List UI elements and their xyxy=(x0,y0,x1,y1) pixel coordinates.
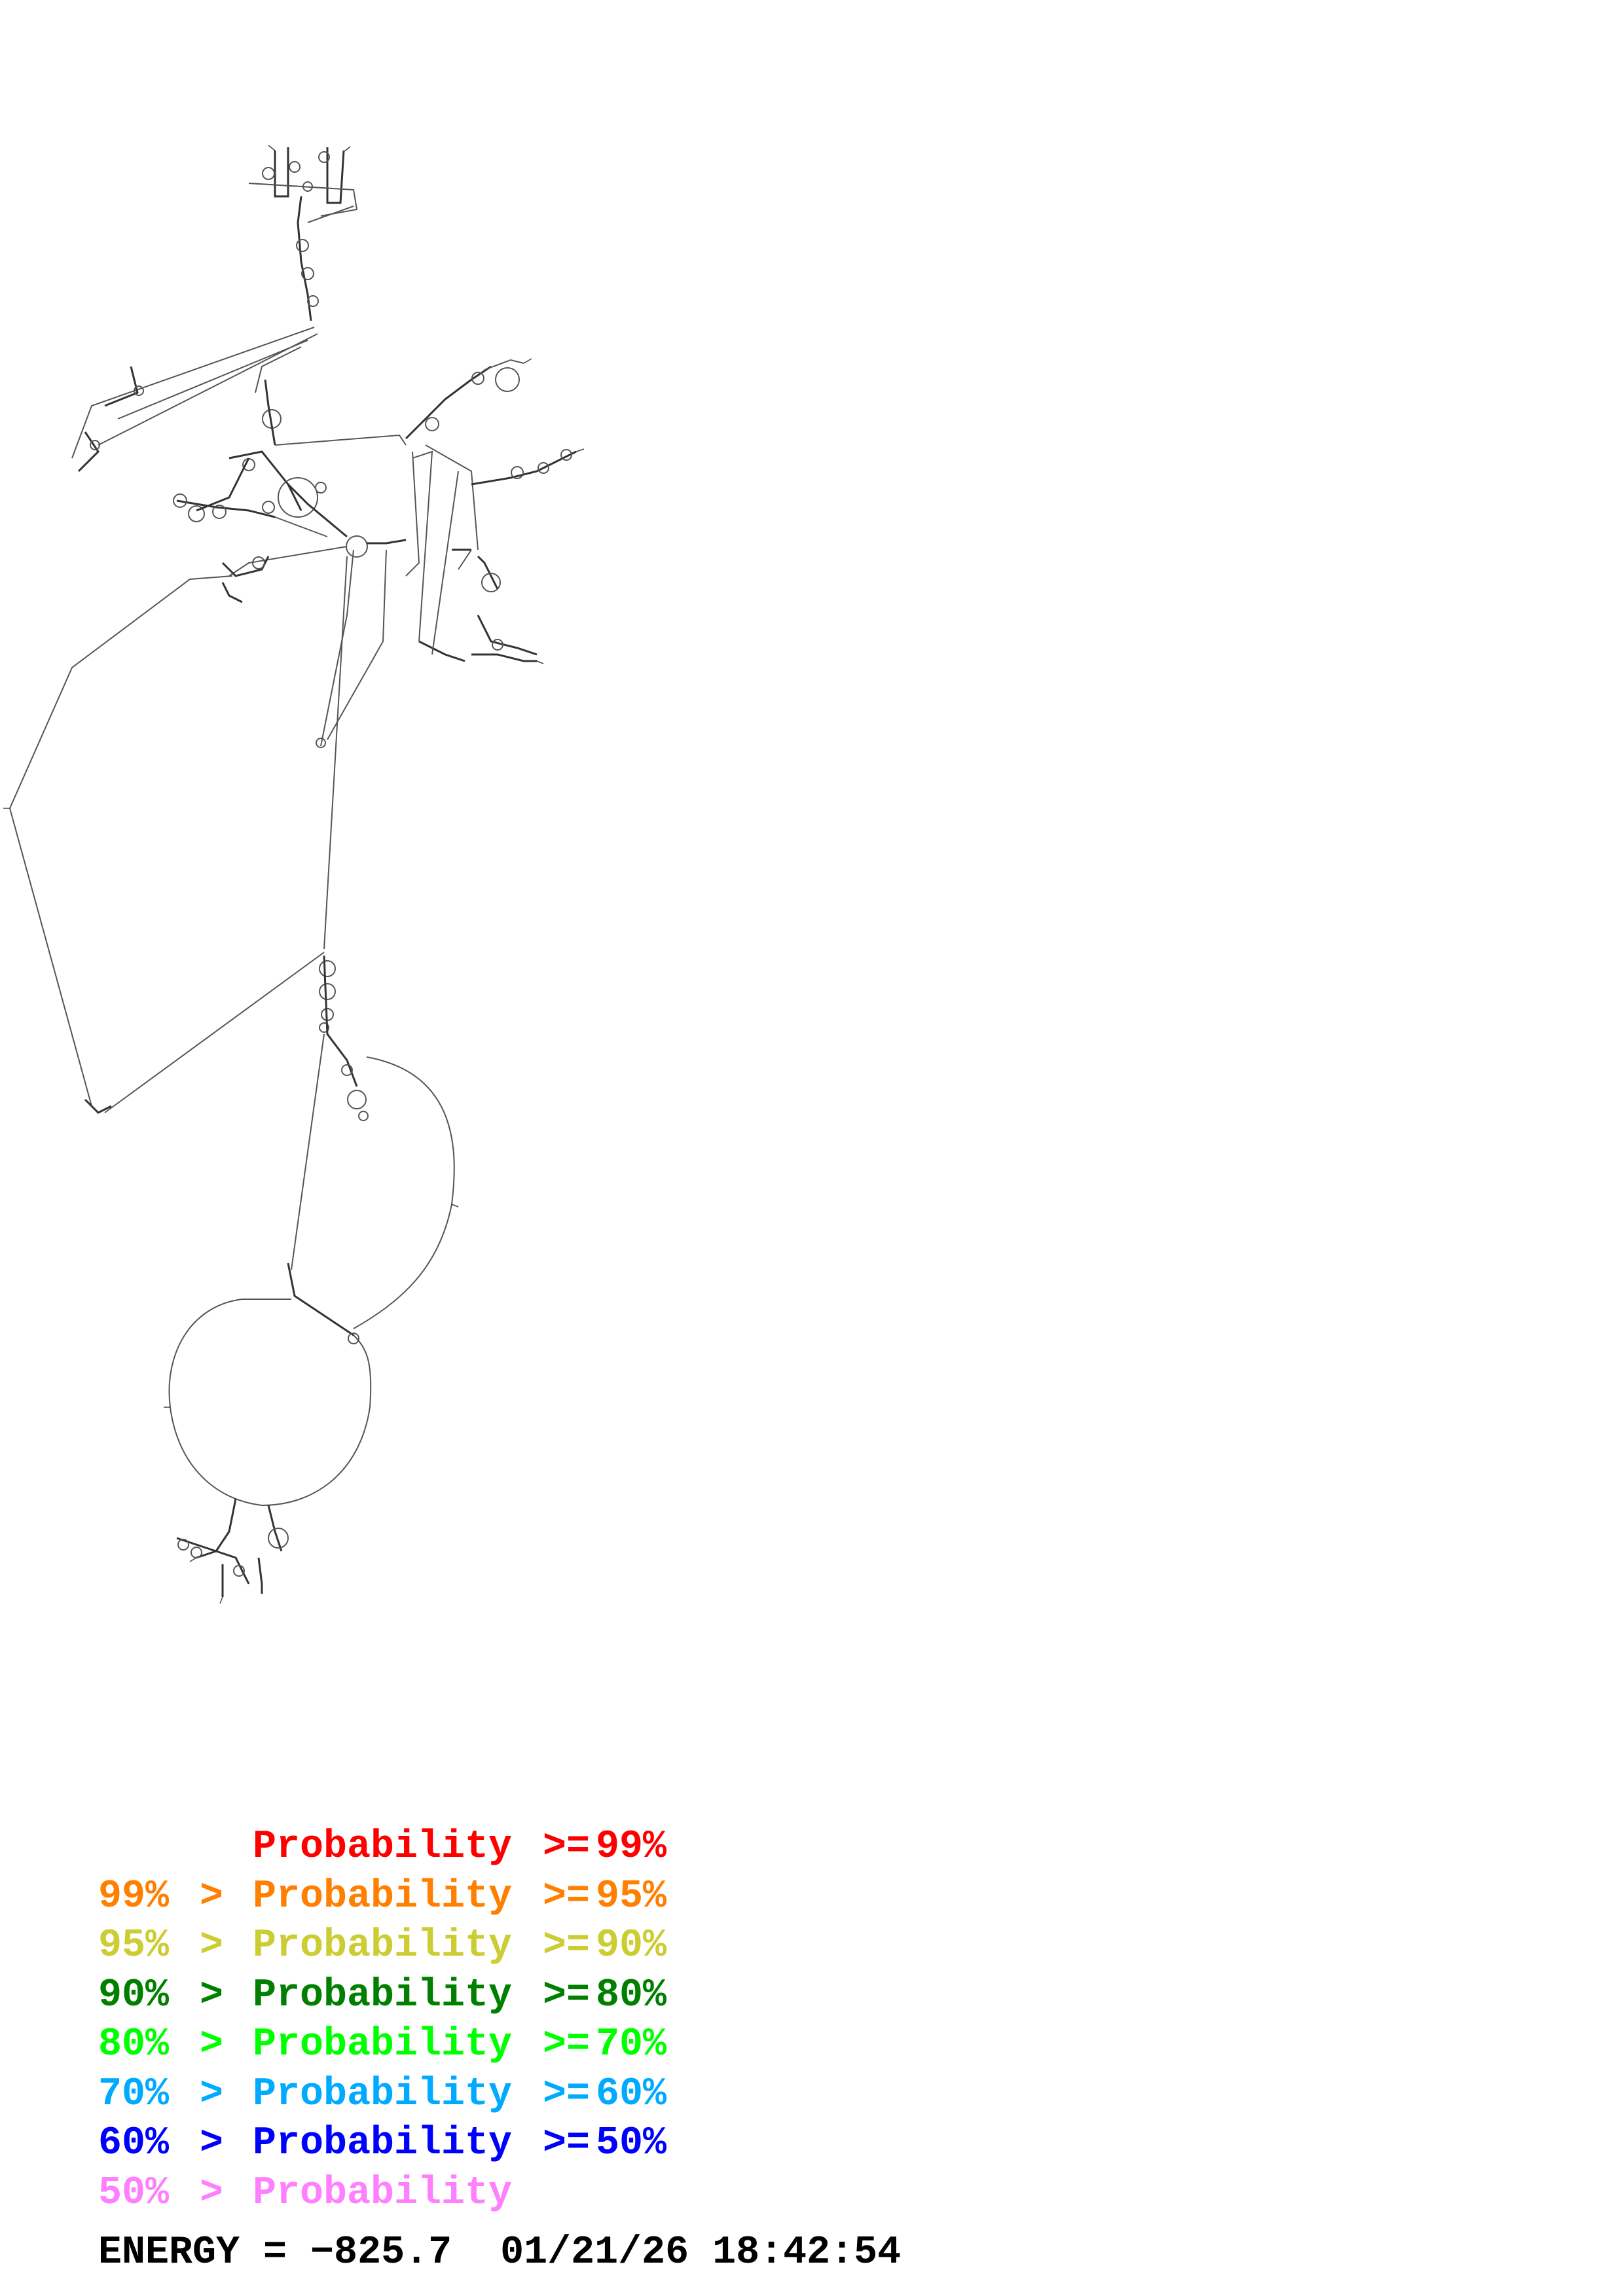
top-stem-cluster xyxy=(248,147,358,321)
large-arc-loop xyxy=(287,1033,455,1344)
legend-row: Probability >= 99% xyxy=(98,1823,666,1873)
legend-row: 95% > Probability >= 90% xyxy=(98,1922,666,1971)
right-cluster xyxy=(405,359,577,662)
legend-comparator-gt: > xyxy=(200,2072,224,2117)
legend-upper-bound: 95% xyxy=(596,1874,667,1919)
legend-row: 60% > Probability >= 50% xyxy=(98,2119,666,2169)
energy-label: ENERGY = −825.7 xyxy=(98,2231,452,2275)
legend-upper-bound: 50% xyxy=(596,2121,667,2166)
legend-probability-word: Probability xyxy=(253,2121,513,2166)
legend-lower-bound: 95% xyxy=(98,1924,170,1968)
legend-probability-word: Probability xyxy=(253,2170,513,2215)
legend-lower-bound: 80% xyxy=(98,2022,170,2067)
legend-upper-bound: 80% xyxy=(596,1973,667,2018)
legend-comparator-gte: >= xyxy=(543,2072,591,2117)
legend-probability-word: Probability xyxy=(253,1825,513,1869)
legend-comparator-gt: > xyxy=(200,1973,224,2018)
timestamp: 01/21/26 18:42:54 xyxy=(500,2231,902,2275)
legend-probability-word: Probability xyxy=(253,1973,513,2018)
probability-legend: Probability >= 99% 99% > Probability >= 95% 95% >… xyxy=(98,1823,666,2218)
legend-row: 50% > Probability xyxy=(98,2169,666,2219)
legend-lower-bound: 60% xyxy=(98,2121,170,2166)
central-descending-strands xyxy=(9,549,387,1114)
legend-comparator-gte: >= xyxy=(543,2121,591,2166)
legend-lower-bound: 90% xyxy=(98,1973,170,2018)
middle-loop-chain xyxy=(319,955,369,1121)
central-cluster xyxy=(173,379,407,603)
base-tick-marks xyxy=(3,145,585,1604)
legend-probability-word: Probability xyxy=(253,2072,513,2117)
bottom-cluster xyxy=(176,1498,289,1597)
legend-probability-word: Probability xyxy=(253,1874,513,1919)
rna-secondary-structure-diagram xyxy=(3,145,585,1604)
legend-lower-bound: 70% xyxy=(98,2072,170,2117)
legend-row: 80% > Probability >= 70% xyxy=(98,2020,666,2070)
legend-comparator-gt: > xyxy=(200,1924,224,1968)
legend-comparator-gte: >= xyxy=(543,1874,591,1919)
legend-comparator-gte: >= xyxy=(543,2022,591,2067)
upper-connectors xyxy=(71,327,318,459)
legend-row: 70% > Probability >= 60% xyxy=(98,2070,666,2120)
legend-lower-bound: 50% xyxy=(98,2170,170,2215)
legend-upper-bound: 60% xyxy=(596,2072,667,2117)
legend-upper-bound: 70% xyxy=(596,2022,667,2067)
footer: ENERGY = −825.7 01/21/26 18:42:54 xyxy=(98,2231,901,2275)
left-upper-stems xyxy=(77,366,144,473)
legend-upper-bound: 90% xyxy=(596,1924,667,1968)
legend-row: 99% > Probability >= 95% xyxy=(98,1873,666,1922)
legend-comparator-gt: > xyxy=(200,1874,224,1919)
legend-lower-bound: 99% xyxy=(98,1874,170,1919)
legend-comparator-gt: > xyxy=(200,2121,224,2166)
legend-probability-word: Probability xyxy=(253,1924,513,1968)
legend-probability-word: Probability xyxy=(253,2022,513,2067)
legend-upper-bound: 99% xyxy=(596,1825,667,1869)
legend-row: 90% > Probability >= 80% xyxy=(98,1971,666,2021)
lower-circular-loop xyxy=(168,1299,372,1507)
legend-comparator-gt: > xyxy=(200,2170,224,2215)
legend-comparator-gte: >= xyxy=(543,1973,591,2018)
legend-comparator-gte: >= xyxy=(543,1825,591,1869)
legend-comparator-gte: >= xyxy=(543,1924,591,1968)
legend-comparator-gt: > xyxy=(200,2022,224,2067)
